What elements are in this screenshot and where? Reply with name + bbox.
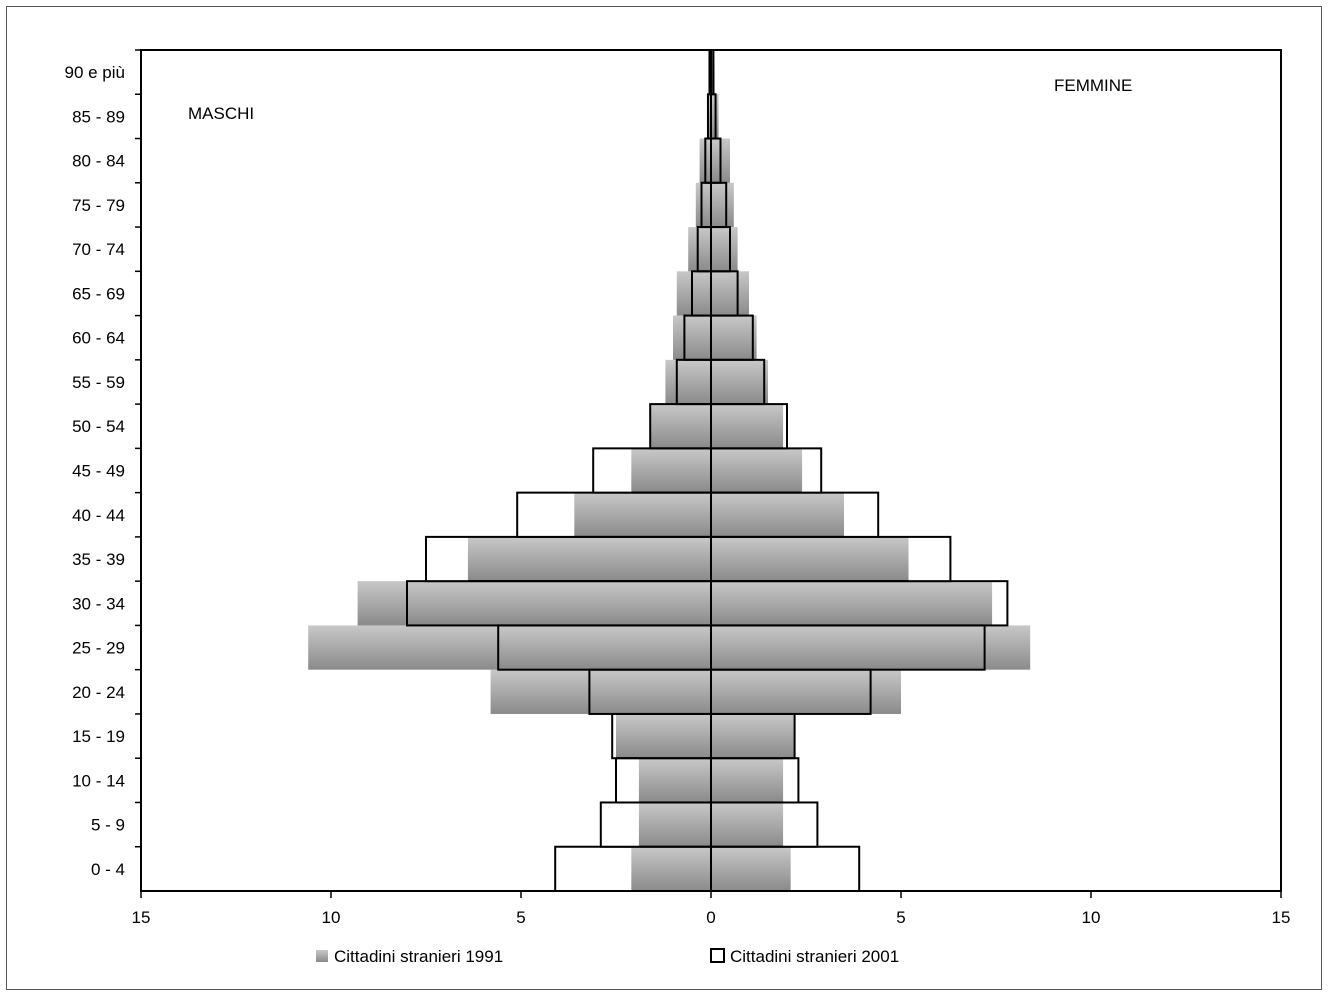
bar-2001-maschi-fill-3 [612, 713, 616, 759]
y-tick-label-16: 80 - 84 [72, 152, 125, 171]
bar-2001-femmine-fill-7 [908, 536, 951, 582]
y-tick-label-6: 30 - 34 [72, 594, 125, 613]
bar-1991-femmine-0 [711, 846, 791, 891]
bar-2001-maschi-fill-1 [600, 802, 639, 847]
bar-1991-maschi-12 [673, 315, 711, 360]
y-tick-label-7: 35 - 39 [72, 550, 125, 569]
bar-1991-femmine-8 [711, 492, 844, 537]
y-tick-label-10: 50 - 54 [72, 417, 125, 436]
y-tick-label-3: 15 - 19 [72, 727, 125, 746]
y-tick-label-15: 75 - 79 [72, 196, 125, 215]
bar-2001-femmine-fill-0 [790, 846, 860, 891]
bar-1991-maschi-5 [308, 625, 711, 670]
x-tick-label-2: 5 [516, 908, 525, 927]
bar-1991-femmine-4 [711, 669, 901, 714]
y-tick-label-11: 55 - 59 [72, 373, 125, 392]
y-tick-label-4: 20 - 24 [72, 683, 125, 702]
bar-2001-femmine-fill-6 [992, 581, 1008, 626]
bar-1991-femmine-7 [711, 536, 909, 582]
bar-1991-femmine-2 [711, 758, 784, 803]
bar-2001-maschi-fill-8 [517, 492, 575, 537]
y-tick-label-5: 25 - 29 [72, 639, 125, 658]
bar-2001-femmine-fill-1 [783, 802, 818, 847]
y-tick-label-14: 70 - 74 [72, 240, 125, 259]
y-tick-label-12: 60 - 64 [72, 329, 125, 348]
x-tick-label-1: 10 [322, 908, 341, 927]
bar-2001-maschi-fill-2 [616, 758, 639, 803]
y-tick-label-17: 85 - 89 [72, 107, 125, 126]
y-tick-labels: 0 - 4 5 - 9 10 - 14 15 - 19 20 - 24 25 - 29 30… [65, 63, 126, 879]
x-tick-label-4: 5 [896, 908, 905, 927]
bar-1991-maschi-3 [616, 713, 711, 759]
x-tick-labels: 15 10 5 0 5 10 15 [132, 908, 1291, 927]
bar-1991-maschi-7 [467, 536, 711, 582]
bar-1991-maschi-8 [574, 492, 711, 537]
bar-2001-maschi-fill-7 [426, 536, 468, 582]
legend-label-1991: Cittadini stranieri 1991 [334, 947, 503, 966]
bar-1991-femmine-3 [711, 713, 795, 759]
annotation-maschi: MASCHI [188, 104, 254, 123]
bar-1991-maschi-9 [631, 448, 711, 493]
y-tick-label-2: 10 - 14 [72, 771, 125, 790]
bar-1991-femmine-12 [711, 315, 757, 360]
bar-2001-maschi-fill-0 [555, 846, 632, 891]
bar-1991-femmine-15 [711, 182, 734, 228]
series-1991-bars [308, 50, 1031, 891]
y-tick-label-8: 40 - 44 [72, 506, 125, 525]
bar-1991-femmine-14 [711, 227, 738, 272]
annotation-femmine: FEMMINE [1054, 76, 1132, 95]
bar-1991-femmine-6 [711, 581, 993, 626]
bar-1991-femmine-10 [711, 404, 784, 449]
legend-label-2001: Cittadini stranieri 2001 [730, 947, 899, 966]
bar-1991-maschi-14 [688, 227, 711, 272]
x-tick-label-0: 15 [132, 908, 151, 927]
bar-1991-femmine-13 [711, 271, 749, 316]
bar-2001-maschi-fill-9 [593, 448, 632, 493]
x-tick-label-6: 15 [1272, 908, 1291, 927]
bar-1991-maschi-10 [650, 404, 711, 449]
bar-1991-maschi-6 [357, 581, 711, 626]
bar-1991-maschi-2 [638, 758, 711, 803]
bar-2001-femmine-fill-9 [802, 448, 822, 493]
y-tick-label-18: 90 e più [65, 63, 126, 82]
bar-1991-maschi-1 [638, 802, 711, 847]
bar-1991-maschi-17 [707, 94, 711, 139]
bar-2001-femmine-fill-8 [844, 492, 879, 537]
y-tick-label-9: 45 - 49 [72, 462, 125, 481]
legend-swatch-2001 [710, 948, 725, 963]
y-tick-label-1: 5 - 9 [91, 816, 125, 835]
y-tick-label-0: 0 - 4 [91, 860, 125, 879]
axes [135, 49, 1282, 898]
bar-1991-femmine-11 [711, 359, 768, 405]
legend: Cittadini stranieri 1991 Cittadini stran… [316, 947, 899, 966]
x-tick-label-5: 10 [1082, 908, 1101, 927]
x-tick-label-3: 0 [706, 908, 715, 927]
bar-1991-femmine-9 [711, 448, 803, 493]
bar-1991-maschi-4 [490, 669, 711, 714]
bar-2001-femmine-fill-10 [783, 404, 787, 449]
bar-1991-femmine-1 [711, 802, 784, 847]
bar-2001-femmine-fill-2 [783, 758, 799, 803]
legend-swatch-1991 [316, 950, 328, 962]
bar-1991-maschi-11 [665, 359, 711, 405]
bar-1991-femmine-5 [711, 625, 1031, 670]
bar-1991-maschi-15 [695, 182, 711, 228]
y-tick-label-13: 65 - 69 [72, 284, 125, 303]
bar-1991-maschi-13 [676, 271, 711, 316]
bar-1991-maschi-0 [631, 846, 711, 891]
